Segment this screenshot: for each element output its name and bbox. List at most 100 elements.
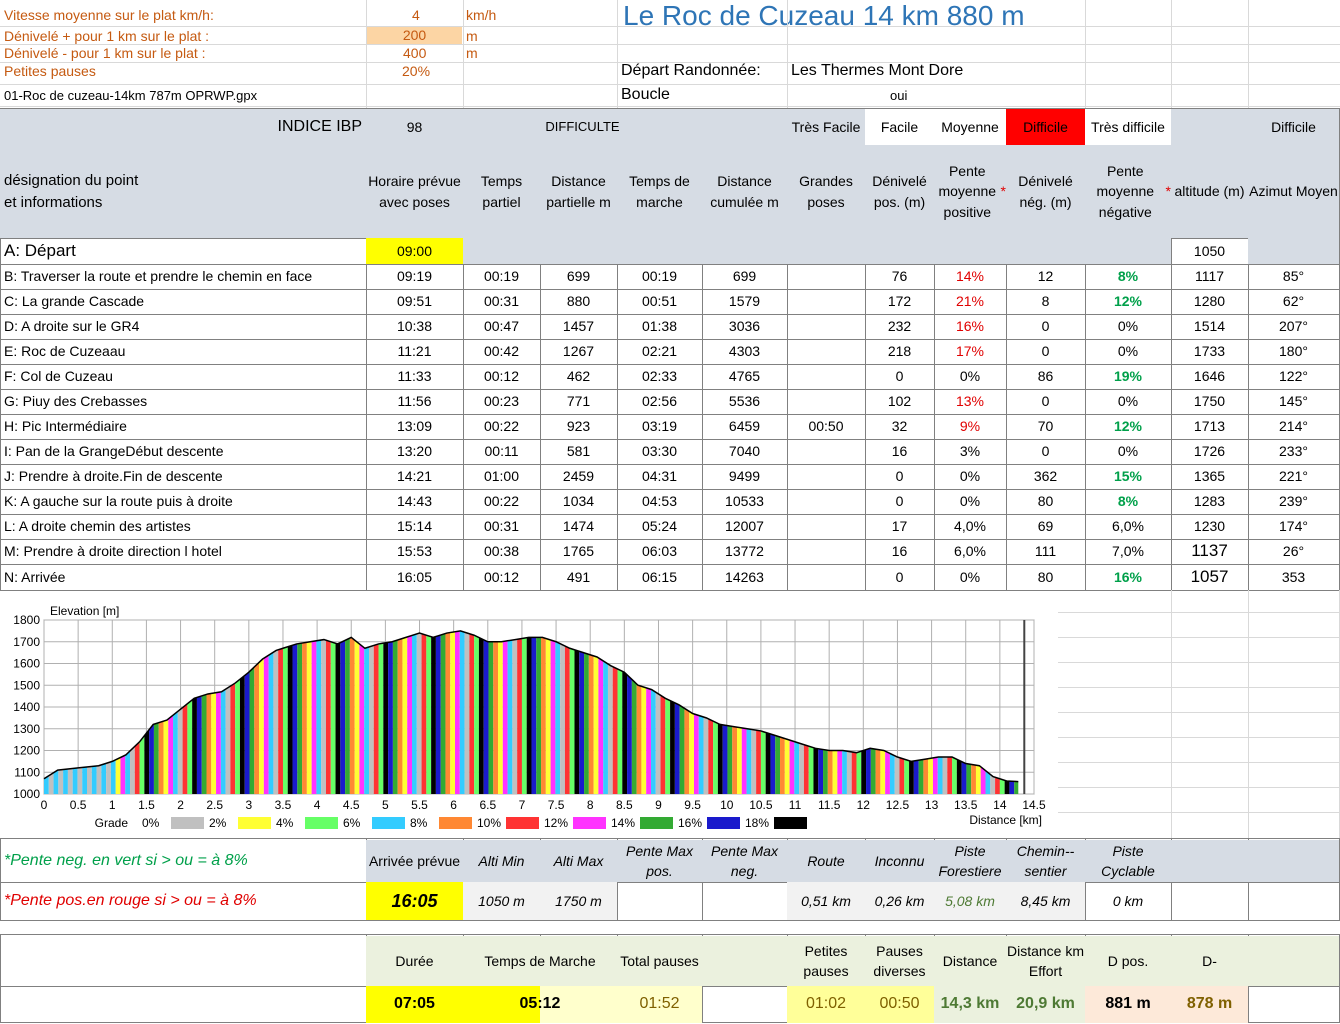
table-cell: 00:12 — [483, 368, 520, 385]
table-cell: 70 — [1037, 418, 1054, 435]
grade-segment — [899, 757, 905, 794]
waypoint-name: G: Piuy des Crebasses — [4, 393, 148, 410]
grade-segment — [684, 708, 690, 794]
grade-segment — [435, 635, 441, 794]
summary-header-7: Distance km Effort — [1006, 942, 1085, 979]
table-cell: 01:38 — [641, 318, 678, 335]
table-cell: 1280 — [1193, 293, 1226, 310]
summary-value-6: 14,3 km — [940, 995, 1000, 1013]
grade-segment — [311, 640, 317, 794]
grade-segment — [564, 645, 570, 794]
grade-segment — [937, 757, 943, 794]
dplus-label: Dénivelé + pour 1 km sur le plat : — [4, 28, 210, 44]
x-tick-label: 12.5 — [886, 798, 910, 812]
grade-segment — [407, 635, 413, 794]
grade-segment — [297, 643, 303, 794]
grade-segment — [426, 635, 432, 794]
column-header-10: Pente moyenne négative * — [1096, 163, 1171, 220]
summary-header-4: Petites pauses — [803, 942, 849, 979]
grade-segment — [885, 751, 890, 794]
difficulty-result: Difficile — [1271, 118, 1316, 135]
grade-segment — [655, 692, 661, 794]
stats-value-4 — [702, 882, 787, 920]
y-tick-label: 1600 — [13, 657, 40, 671]
grade-segment — [421, 633, 427, 794]
grade-segment — [751, 729, 757, 794]
grade-segment — [455, 630, 460, 794]
table-cell: 699 — [732, 268, 757, 285]
grade-segment — [483, 639, 489, 794]
dminus-value[interactable]: 400 — [403, 45, 427, 61]
grade-segment — [545, 638, 551, 794]
grade-legend-title: Grade — [95, 816, 129, 830]
grade-segment — [287, 645, 293, 794]
table-cell: 102 — [887, 393, 912, 410]
grade-segment — [607, 663, 613, 794]
table-cell: 26° — [1282, 543, 1305, 560]
stats-value-8: 8,45 km — [1020, 892, 1071, 909]
dplus-unit: m — [466, 28, 478, 44]
table-cell: 0% — [959, 368, 981, 385]
table-cell: 17% — [955, 343, 985, 360]
grade-segment — [493, 641, 499, 794]
table-cell: 16% — [955, 318, 985, 335]
x-tick-label: 14 — [993, 798, 1007, 812]
grade-segment — [206, 693, 212, 794]
table-cell: 1117 — [1194, 268, 1225, 285]
table-cell — [787, 264, 865, 289]
x-tick-label: 13 — [925, 798, 939, 812]
table-cell: 7,0% — [1112, 543, 1144, 560]
stats-header-9: Piste Cyclable — [1101, 842, 1155, 879]
dplus-value[interactable]: 200 — [367, 27, 462, 44]
grade-segment — [431, 636, 436, 794]
grade-segment — [278, 648, 283, 794]
column-header-1: Horaire prévue avec poses — [368, 173, 461, 210]
x-tick-label: 12 — [857, 798, 871, 812]
summary-value-2: 01:52 — [639, 995, 680, 1013]
speed-value[interactable]: 4 — [412, 7, 420, 23]
grade-segment — [125, 750, 131, 794]
pauses-value[interactable]: 20% — [402, 63, 431, 79]
table-cell — [787, 514, 865, 539]
table-cell: 16:05 — [396, 568, 433, 585]
table-cell: 0 — [895, 368, 904, 385]
grade-segment — [378, 643, 384, 794]
grade-legend-swatch — [171, 817, 204, 829]
table-cell: 491 — [566, 568, 591, 585]
table-cell: 0% — [1117, 443, 1139, 460]
table-cell: 462 — [566, 368, 591, 385]
grade-segment — [82, 766, 88, 794]
grade-segment — [818, 748, 824, 794]
grade-segment — [359, 643, 365, 794]
table-cell — [787, 364, 865, 389]
table-cell: 5536 — [728, 393, 761, 410]
table-cell: 04:31 — [641, 468, 678, 485]
y-tick-label: 1800 — [13, 613, 40, 627]
table-cell: 3% — [959, 443, 981, 460]
grade-segment — [273, 649, 279, 794]
table-cell: 1474 — [562, 518, 595, 535]
cell-bg — [463, 238, 1171, 264]
table-cell: 1050 — [1193, 242, 1226, 259]
table-cell: 699 — [566, 268, 591, 285]
waypoint-name: L: A droite chemin des artistes — [4, 518, 191, 535]
grade-segment — [679, 705, 685, 794]
grade-segment — [469, 633, 475, 794]
grade-segment — [842, 750, 847, 794]
grade-segment — [168, 715, 174, 794]
grade-segment — [746, 728, 752, 794]
table-cell: 1057 — [1190, 566, 1229, 586]
grade-segment — [880, 749, 886, 794]
table-cell: 06:03 — [641, 543, 678, 560]
grade-segment — [866, 748, 871, 794]
column-header-2: Temps partiel — [480, 173, 523, 210]
grade-segment — [139, 735, 145, 794]
grade-segment — [593, 655, 599, 794]
x-tick-label: 5 — [382, 798, 389, 812]
dminus-label: Dénivelé - pour 1 km sur le plat : — [4, 45, 206, 61]
table-cell: 0% — [1117, 318, 1139, 335]
summary-header-2: Total pauses — [620, 952, 699, 969]
waypoint-name: F: Col de Cuzeau — [4, 368, 113, 385]
table-cell: 1579 — [728, 293, 761, 310]
stats-header-bg — [366, 840, 1339, 882]
